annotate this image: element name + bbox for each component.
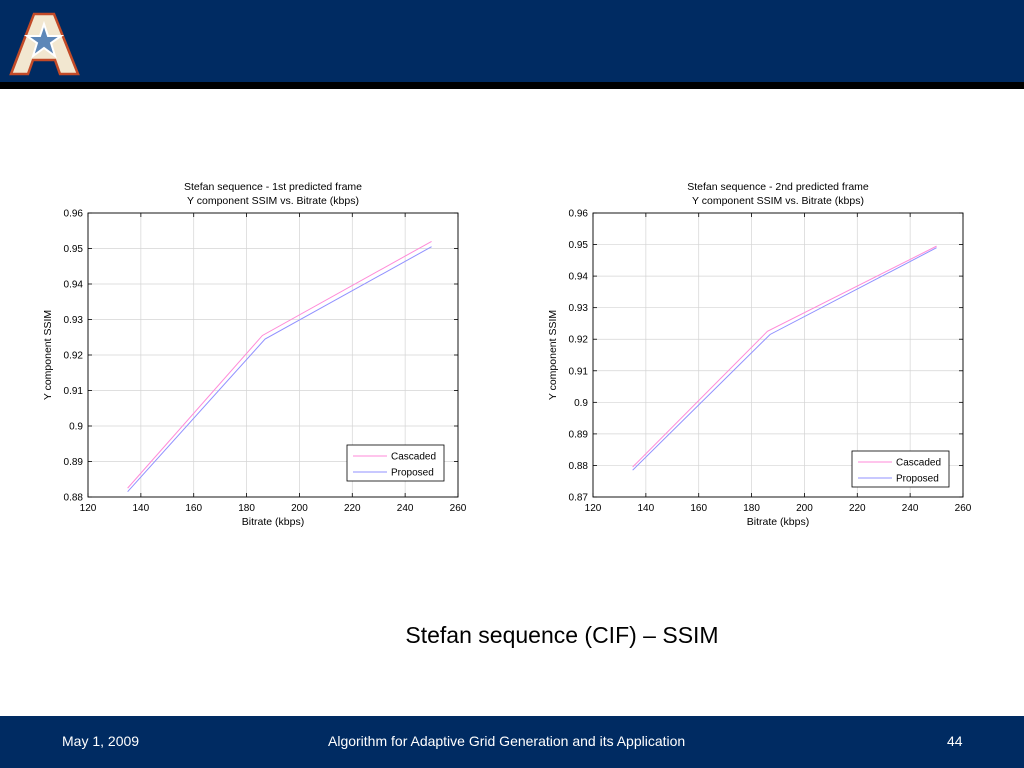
x-tick-label: 220 [849, 503, 866, 514]
y-tick-label: 0.94 [64, 280, 84, 291]
series-line-proposed [632, 247, 937, 471]
legend-box [851, 450, 950, 488]
y-tick-label: 0.93 [64, 315, 84, 326]
x-tick-label: 200 [291, 503, 308, 514]
plot-frame [592, 212, 964, 498]
x-tick-label: 220 [344, 503, 361, 514]
y-tick-label: 0.92 [569, 335, 589, 346]
y-tick-label: 0.89 [569, 429, 589, 440]
y-tick-label: 0.9 [69, 422, 83, 433]
y-tick-label: 0.9 [574, 398, 588, 409]
series-line-proposed [127, 246, 432, 493]
legend-label: Proposed [896, 474, 939, 485]
y-tick-label: 0.88 [64, 493, 84, 504]
y-tick-label: 0.91 [64, 386, 84, 397]
x-axis-label: Bitrate (kbps) [242, 516, 304, 528]
legend-label: Proposed [391, 468, 434, 479]
x-tick-label: 240 [902, 503, 919, 514]
university-logo-icon [6, 10, 82, 76]
legend-box [346, 444, 445, 482]
x-tick-label: 160 [185, 503, 202, 514]
x-tick-label: 200 [796, 503, 813, 514]
y-tick-label: 0.88 [569, 461, 589, 472]
y-tick-label: 0.92 [64, 351, 84, 362]
y-tick-label: 0.95 [64, 244, 84, 255]
header-bar [0, 0, 1024, 82]
plot-frame [87, 212, 459, 498]
series-line-cascaded [127, 240, 432, 489]
x-tick-label: 120 [585, 503, 602, 514]
x-tick-label: 240 [397, 503, 414, 514]
footer-title: Algorithm for Adaptive Grid Generation a… [328, 733, 686, 749]
legend-label: Cascaded [391, 452, 436, 463]
footer-page-number: 44 [947, 733, 963, 749]
series-line-cascaded [632, 245, 937, 468]
y-tick-label: 0.96 [64, 209, 84, 220]
y-tick-label: 0.89 [64, 457, 84, 468]
slide-caption: Stefan sequence (CIF) – SSIM [405, 622, 719, 648]
x-tick-label: 260 [955, 503, 972, 514]
y-tick-label: 0.91 [569, 366, 589, 377]
chart-title: Stefan sequence - 2nd predicted frame [687, 181, 869, 193]
x-tick-label: 160 [690, 503, 707, 514]
y-tick-label: 0.96 [569, 209, 589, 220]
ssim-chart-1st-frame: Stefan sequence - 1st predicted frame Y c… [37, 170, 507, 540]
chart-subtitle: Y component SSIM vs. Bitrate (kbps) [692, 195, 864, 207]
header-divider [0, 82, 1024, 89]
y-tick-label: 0.95 [569, 240, 589, 251]
x-tick-label: 140 [133, 503, 150, 514]
legend-label: Cascaded [896, 458, 941, 469]
y-tick-label: 0.87 [569, 493, 589, 504]
y-axis-label: Y component SSIM [547, 310, 559, 400]
y-tick-label: 0.94 [569, 272, 589, 283]
footer-date: May 1, 2009 [62, 733, 140, 749]
x-tick-label: 180 [743, 503, 760, 514]
y-tick-label: 0.93 [569, 303, 589, 314]
x-tick-label: 140 [638, 503, 655, 514]
chart-subtitle: Y component SSIM vs. Bitrate (kbps) [187, 195, 359, 207]
chart-title: Stefan sequence - 1st predicted frame [184, 181, 362, 193]
ssim-chart-2nd-frame: Stefan sequence - 2nd predicted frame Y c… [542, 170, 1012, 540]
x-axis-label: Bitrate (kbps) [747, 516, 809, 528]
y-axis-label: Y component SSIM [42, 310, 54, 400]
x-tick-label: 260 [450, 503, 467, 514]
x-tick-label: 120 [80, 503, 97, 514]
footer-bar: May 1, 2009 Algorithm for Adaptive Grid … [0, 716, 1024, 768]
x-tick-label: 180 [238, 503, 255, 514]
